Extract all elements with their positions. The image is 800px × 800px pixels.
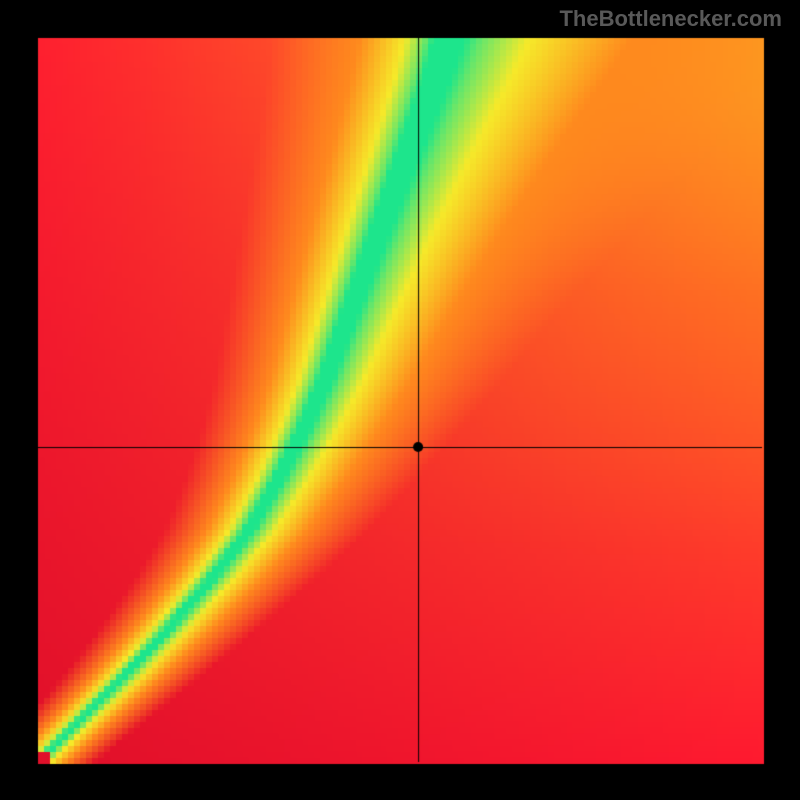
heatmap-canvas [0, 0, 800, 800]
chart-container: TheBottlenecker.com [0, 0, 800, 800]
watermark-text: TheBottlenecker.com [559, 6, 782, 32]
